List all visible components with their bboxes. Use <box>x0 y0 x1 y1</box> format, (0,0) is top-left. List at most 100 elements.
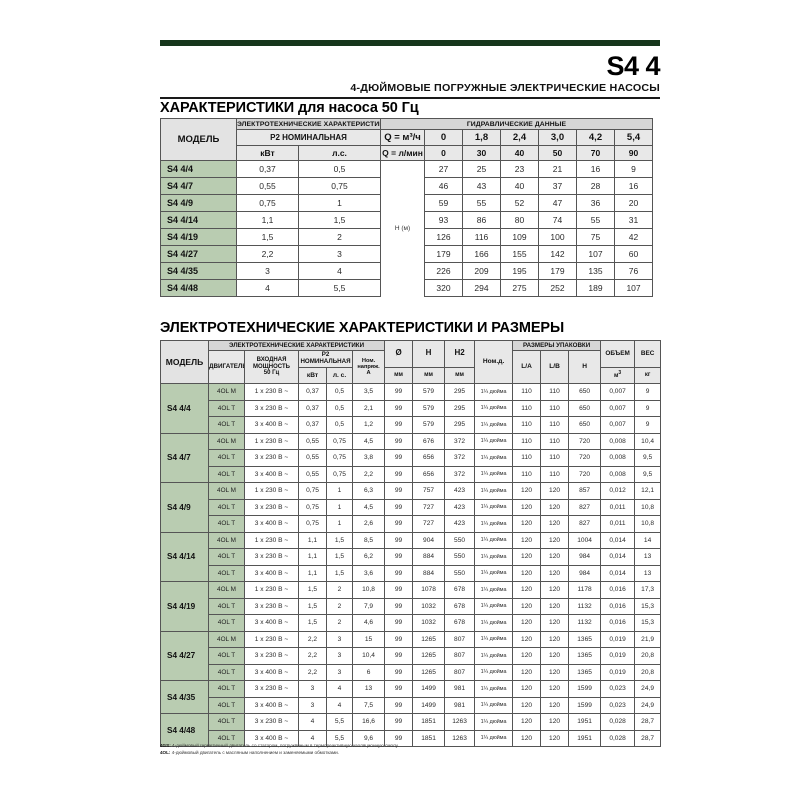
lb-cell: 120 <box>540 482 570 500</box>
diameter-cell: 99 <box>384 548 414 566</box>
input-power-cell: 3 x 400 В ~ <box>244 614 299 632</box>
h2-cell: 678 <box>444 614 476 632</box>
lb-cell: 120 <box>540 630 570 648</box>
group-package-header: РАЗМЕРЫ УПАКОВКИ <box>512 340 602 351</box>
flow-m3h-value-0: 0 <box>424 129 463 146</box>
kw-cell: 2,2 <box>236 245 299 263</box>
hp-cell: 2 <box>326 597 353 615</box>
lh-cell: 650 <box>568 383 602 401</box>
la-cell: 120 <box>512 515 542 533</box>
volume-header: ОБЪЕМ <box>600 340 636 368</box>
la-cell: 120 <box>512 696 542 714</box>
hp-cell: 5,5 <box>326 729 353 747</box>
model-column-header: МОДЕЛЬ <box>160 118 237 161</box>
head-cell-1: 294 <box>462 279 501 297</box>
h-unit: мм <box>412 366 446 384</box>
h-header: H <box>412 340 446 368</box>
input-power-cell: 3 x 400 В ~ <box>244 663 299 681</box>
h2-cell: 807 <box>444 647 476 665</box>
hp-cell: 0,5 <box>326 399 353 417</box>
diameter-cell: 99 <box>384 515 414 533</box>
h2-cell: 981 <box>444 696 476 714</box>
h-cell: 1265 <box>412 630 446 648</box>
nomd-cell: 1¼ дюйма <box>474 581 514 599</box>
h-cell: 1499 <box>412 696 446 714</box>
hp-cell: 1,5 <box>298 211 381 229</box>
input-power-cell: 1 x 230 В ~ <box>244 383 299 401</box>
h-cell: 676 <box>412 432 446 450</box>
weight-cell: 28,7 <box>634 729 662 747</box>
lh-cell: 857 <box>568 482 602 500</box>
lb-cell: 120 <box>540 729 570 747</box>
lb-cell: 120 <box>540 564 570 582</box>
model-cell: S4 4/48 <box>160 713 209 747</box>
input-power-cell: 3 x 400 В ~ <box>244 416 299 434</box>
weight-cell: 9 <box>634 383 662 401</box>
nomd-cell: 1¼ дюйма <box>474 531 514 549</box>
model-cell: S4 4/4 <box>160 160 237 178</box>
current-cell: 10,4 <box>351 647 386 665</box>
h-cell: 656 <box>412 449 446 467</box>
kw-cell: 0,75 <box>298 482 327 500</box>
hp-cell: 0,75 <box>326 465 353 483</box>
volume-cell: 0,007 <box>600 399 636 417</box>
la-cell: 110 <box>512 449 542 467</box>
la-cell: 120 <box>512 548 542 566</box>
footnote-4ol-text: 4-дюймовый двигатель с масляным наполнен… <box>170 750 339 756</box>
kw-cell: 1,5 <box>298 581 327 599</box>
model-cell: S4 4/7 <box>160 177 237 195</box>
current-cell: 13 <box>351 680 386 698</box>
hp-cell: 0,5 <box>326 416 353 434</box>
diameter-cell: 99 <box>384 416 414 434</box>
current-cell: 2,2 <box>351 465 386 483</box>
group-electro-header: ЭЛЕКТРОТЕХНИЧЕСКИЕ ХАРАКТЕРИСТИКИ <box>236 118 381 130</box>
nomd-cell: 1¼ дюйма <box>474 614 514 632</box>
footnote-4ol: 4OL: 4-дюймовый двигатель с масляным нап… <box>160 749 660 756</box>
kw-cell: 0,55 <box>298 465 327 483</box>
kw-cell: 0,37 <box>298 399 327 417</box>
model-cell: S4 4/7 <box>160 432 209 483</box>
h-cell: 727 <box>412 498 446 516</box>
head-cell-2: 275 <box>500 279 539 297</box>
lb-cell: 120 <box>540 581 570 599</box>
head-cell-1: 209 <box>462 262 501 280</box>
current-cell: 4,5 <box>351 432 386 450</box>
performance-table: МОДЕЛЬ ЭЛЕКТРОТЕХНИЧЕСКИЕ ХАРАКТЕРИСТИКИ Г… <box>160 118 654 297</box>
lh-cell: 650 <box>568 416 602 434</box>
current-cell: 6 <box>351 663 386 681</box>
h2-cell: 550 <box>444 548 476 566</box>
nomd-cell: 1¼ дюйма <box>474 465 514 483</box>
model-cell: S4 4/9 <box>160 194 237 212</box>
weight-cell: 9 <box>634 416 662 434</box>
lb-cell: 120 <box>540 515 570 533</box>
hp-cell: 3 <box>326 647 353 665</box>
h-cell: 579 <box>412 399 446 417</box>
current-cell: 7,5 <box>351 696 386 714</box>
lh-cell: 1951 <box>568 713 602 731</box>
kw-cell: 4 <box>236 279 299 297</box>
input-power-cell: 1 x 230 В ~ <box>244 482 299 500</box>
h-cell: 656 <box>412 465 446 483</box>
flow-lmin-header: Q = л/мин <box>380 145 425 161</box>
la-cell: 110 <box>512 399 542 417</box>
nomd-cell: 1¼ дюйма <box>474 432 514 450</box>
h-cell: 904 <box>412 531 446 549</box>
motor-cell: 4OL T <box>208 680 245 698</box>
weight-cell: 14 <box>634 531 662 549</box>
nomd-cell: 1¼ дюйма <box>474 647 514 665</box>
model-cell: S4 4/19 <box>160 581 209 632</box>
kw-cell: 3 <box>236 262 299 280</box>
la-header: L/A <box>512 350 542 384</box>
flow-lmin-value-5: 90 <box>613 145 654 161</box>
kw-cell: 1,5 <box>236 228 299 246</box>
kw-cell: 2,2 <box>298 663 327 681</box>
input-power-cell: 3 x 400 В ~ <box>244 564 299 582</box>
table-row: МОДЕЛЬ ЭЛЕКТРОТЕХНИЧЕСКИЕ ХАРАКТЕРИСТИКИ Ø… <box>160 340 662 384</box>
lb-cell: 110 <box>540 465 570 483</box>
